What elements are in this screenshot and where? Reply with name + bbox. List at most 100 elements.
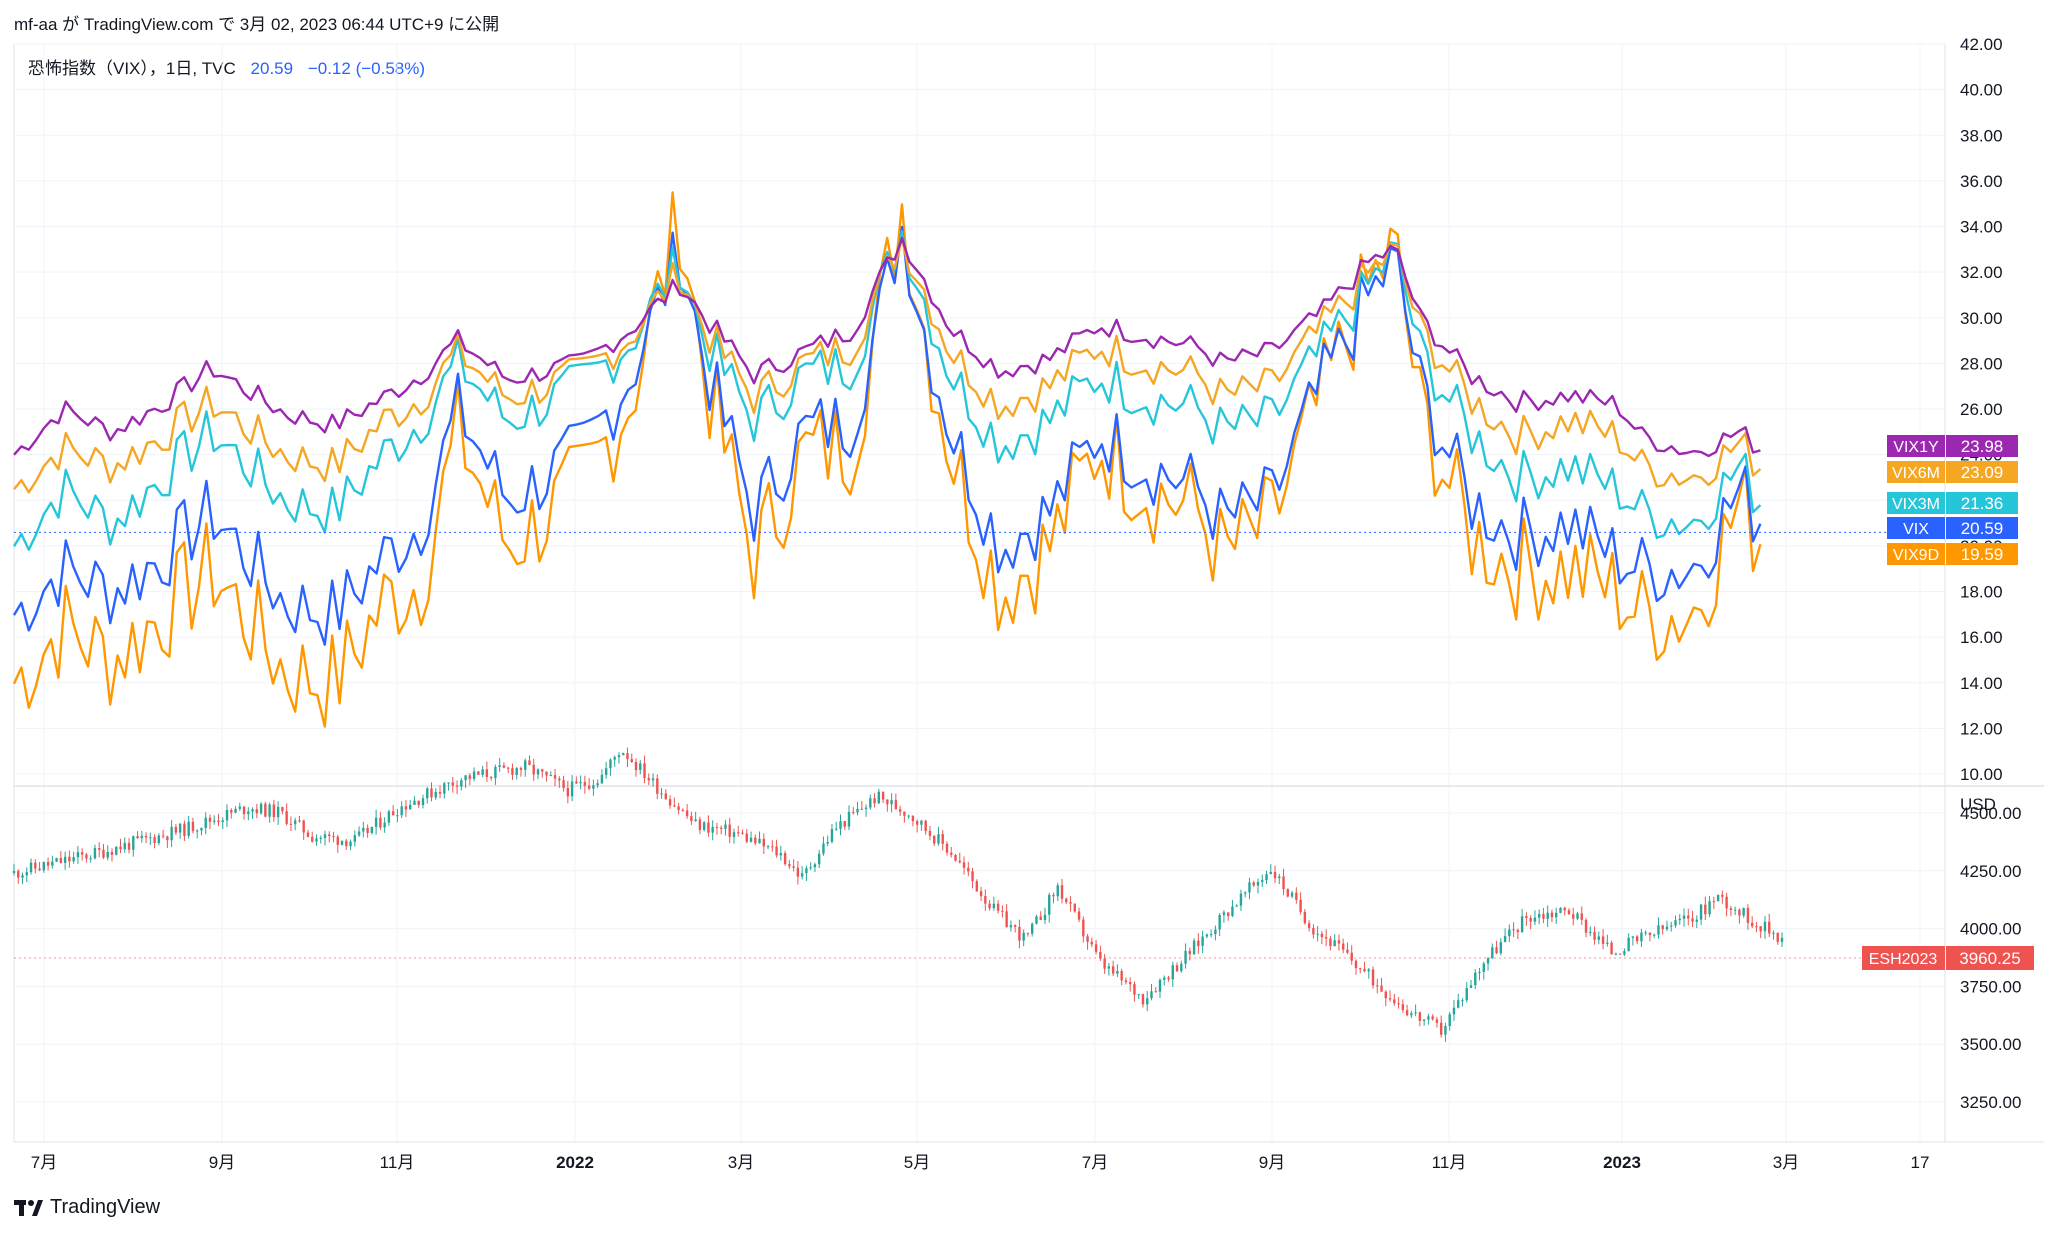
candle-body — [647, 778, 650, 781]
candle-body — [668, 799, 672, 806]
candle-body — [272, 804, 276, 818]
candle-body — [472, 771, 476, 779]
candle-body — [1111, 966, 1115, 974]
candle-body — [1269, 871, 1272, 875]
candle-body — [178, 823, 182, 833]
series-line-vix1y — [13, 236, 1761, 458]
candle-body — [694, 819, 697, 822]
candle-body — [813, 864, 817, 868]
candle-body — [1772, 932, 1775, 934]
series-line-vix — [12, 225, 1762, 646]
candle-body — [775, 846, 778, 856]
candle-body — [1465, 987, 1468, 1001]
candle-body — [1312, 928, 1315, 935]
candle-body — [55, 858, 58, 862]
candle-body — [1461, 1000, 1464, 1002]
candle-body — [852, 811, 855, 813]
candle-body — [298, 820, 301, 822]
candle-body — [242, 806, 246, 815]
candle-body — [1005, 911, 1008, 928]
candle-body — [340, 840, 344, 845]
candle-body — [634, 762, 638, 771]
candle-body — [1422, 1019, 1426, 1021]
candle-body — [715, 827, 719, 829]
candle-body — [447, 782, 450, 784]
candle-body — [1563, 907, 1566, 911]
candle-body — [975, 881, 979, 892]
candle-body — [1712, 901, 1716, 903]
candle-body — [29, 862, 33, 873]
candle-body — [839, 821, 842, 829]
candle-body — [1716, 894, 1720, 902]
candle-body — [89, 858, 92, 860]
candle-body — [575, 781, 578, 784]
candle-body — [545, 771, 548, 776]
brand[interactable]: TradingView — [14, 1196, 160, 1219]
candle-body — [1546, 912, 1549, 919]
candle-body — [1457, 1000, 1460, 1008]
candle-body — [690, 816, 693, 822]
candle-body — [1439, 1022, 1443, 1035]
candle-body — [1746, 908, 1750, 923]
candle-body — [1495, 947, 1498, 954]
candle-body — [1235, 905, 1238, 907]
series-tag-bg — [1887, 543, 1945, 565]
series-tag-value: 23.98 — [1961, 437, 2004, 456]
candle-body — [1231, 906, 1234, 916]
candle-body — [285, 811, 288, 824]
candle-body — [583, 781, 587, 786]
candle-body — [796, 867, 800, 877]
candle-body — [1627, 937, 1630, 952]
series-tag-value-bg — [1946, 461, 2018, 483]
candle-body — [1597, 936, 1601, 940]
candle-body — [941, 834, 944, 844]
candle-body — [400, 806, 403, 816]
candle-body — [1661, 925, 1664, 930]
candle-body — [1665, 926, 1669, 930]
series-tag-bg — [1887, 435, 1945, 457]
legend-symbol[interactable]: 恐怖指数（VIX），1日, TVC — [28, 59, 236, 78]
candle-body — [920, 820, 923, 825]
candle-body — [225, 809, 229, 821]
candle-body — [1086, 936, 1089, 942]
candle-body — [1644, 932, 1647, 934]
candle-body — [830, 829, 834, 842]
x-tick-label: 11月 — [380, 1153, 415, 1172]
candle-body — [1380, 985, 1383, 992]
candle-body — [1316, 933, 1319, 935]
candle-body — [238, 806, 241, 809]
candle-body — [161, 835, 165, 837]
publisher-line: mf-aa が TradingView.com で 3月 02, 2023 06… — [14, 15, 500, 34]
candle-body — [826, 841, 829, 844]
candle-body — [460, 780, 463, 787]
candle-body — [864, 807, 868, 810]
candle-body — [954, 855, 957, 861]
candle-body — [967, 867, 970, 872]
candle-body — [1452, 1007, 1456, 1015]
series-tag-name: VIX6M — [1892, 465, 1940, 482]
candle-body — [234, 808, 237, 813]
series-tag-name: VIX9D — [1893, 547, 1939, 564]
candle-body — [1239, 893, 1243, 906]
candle-body — [1265, 874, 1268, 881]
candle-body — [1133, 984, 1136, 995]
candle-body — [528, 760, 531, 765]
candle-body — [1576, 913, 1579, 919]
candle-body — [1508, 929, 1511, 937]
candle-body — [315, 838, 318, 842]
y-tick-label: 28.00 — [1960, 354, 2003, 373]
candle-body — [1691, 918, 1694, 922]
candle-body — [664, 793, 668, 800]
candle-body — [1354, 960, 1358, 969]
candle-body — [1687, 915, 1690, 919]
candle-body — [1341, 943, 1345, 950]
candle-body — [1589, 931, 1592, 933]
candle-body — [600, 774, 604, 784]
candle-body — [498, 765, 501, 767]
series-tag-name: VIX1Y — [1893, 439, 1939, 456]
candle-body — [468, 775, 472, 779]
candle-body — [413, 800, 416, 805]
brand-name: TradingView — [50, 1196, 161, 1218]
candle-body — [1346, 949, 1349, 953]
